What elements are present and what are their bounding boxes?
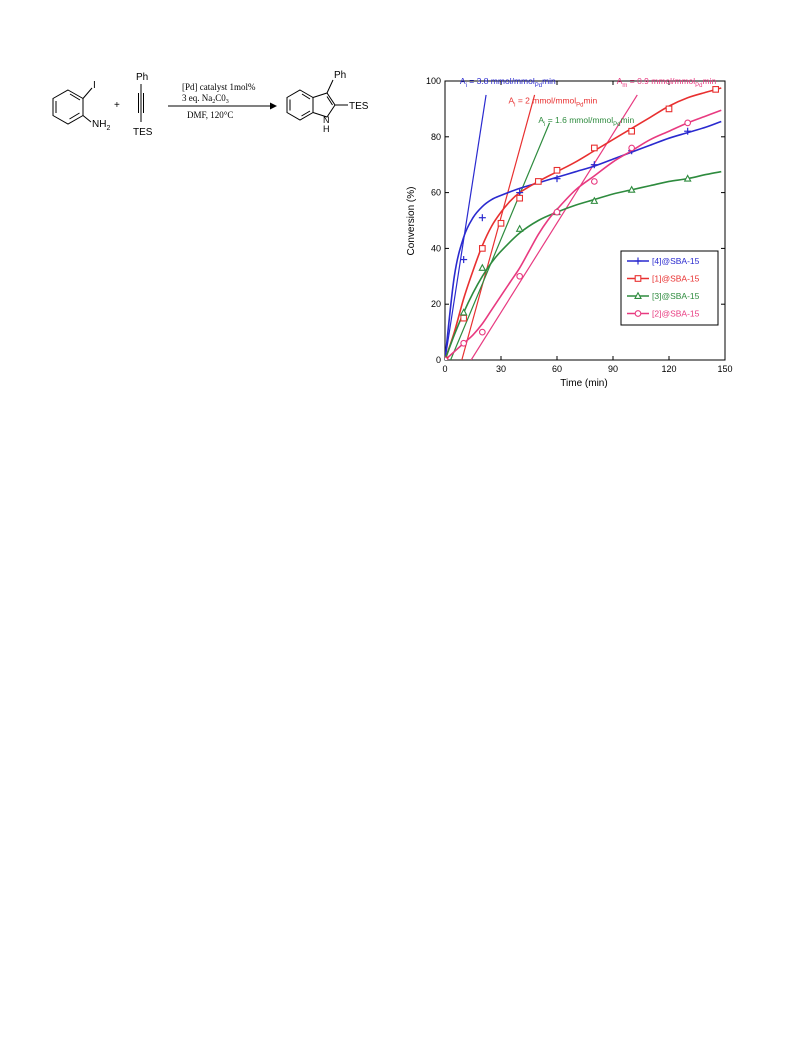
data-point-2-6: [627, 185, 636, 193]
data-point-2-3: [515, 224, 524, 232]
plot-area: [445, 86, 722, 360]
product-ph-label: Ph: [334, 70, 346, 81]
legend-marker-1: [634, 275, 642, 282]
data-point-2-1: [459, 308, 468, 316]
x-tick-label: 120: [661, 364, 676, 374]
condition-solvent: DMF, 120°C: [187, 110, 233, 120]
alkyne-triple-bond: [138, 84, 144, 122]
data-point-3-3: [516, 272, 524, 280]
data-point-1-5: [534, 178, 542, 185]
data-point-1-9: [665, 105, 673, 113]
data-point-1-1: [460, 314, 468, 322]
legend-marker-3: [634, 310, 642, 317]
legend-label-0: [4]@SBA-15: [652, 256, 700, 266]
data-point-0-7: [684, 127, 692, 135]
annotation-0: Ai = 3.8 mmol/mmolPdmin: [460, 76, 556, 89]
data-point-3-2: [478, 328, 486, 336]
data-point-2-2: [478, 263, 487, 271]
legend-label-3: [2]@SBA-15: [652, 309, 700, 319]
data-point-2-7: [683, 174, 692, 182]
data-point-2-5: [590, 196, 599, 204]
plot-frame: [444, 80, 726, 361]
data-point-1-10: [712, 86, 720, 93]
x-tick-label: 150: [717, 364, 732, 374]
y-tick-label: 40: [431, 243, 441, 253]
x-tick-label: 30: [496, 364, 506, 374]
legend: [4]@SBA-15 [1]@SBA-15 [3]@SBA-15 [2]@SBA-15: [620, 250, 719, 326]
y-tick-label: 80: [431, 132, 441, 142]
amine-label: NH2: [92, 119, 110, 132]
alkyne-tes-label: TES: [133, 127, 153, 138]
data-point-0-5: [590, 161, 598, 169]
tangent-line-2: [450, 122, 551, 360]
y-tick-label: 20: [431, 299, 441, 309]
x-tick-label: 60: [552, 364, 562, 374]
reaction-scheme: I NH2 + Ph TES [Pd] catalyst 1mol% 3 eq.…: [52, 70, 369, 138]
reactant-iodoaniline: [52, 87, 93, 125]
annotation-3: Am = 0.9 mmol/mmolPdmin: [617, 76, 717, 89]
product-indole: [286, 79, 348, 121]
tangent-line-1: [461, 94, 536, 360]
data-point-0-2: [478, 214, 486, 222]
y-axis-label: Conversion (%): [406, 187, 417, 256]
series-line-3: [445, 109, 722, 360]
reaction-arrowhead: [270, 102, 277, 110]
data-point-3-4: [553, 208, 561, 216]
y-tick-label: 100: [426, 76, 441, 86]
data-point-3-1: [460, 339, 468, 347]
product-nh-label: N: [323, 115, 330, 125]
data-point-1-7: [590, 144, 598, 152]
annotation-2: Ai = 1.6 mmol/mmolPdmin: [538, 115, 634, 128]
data-point-1-4: [516, 194, 524, 202]
legend-marker-2: [634, 291, 642, 299]
data-point-0-1: [460, 256, 468, 264]
condition-catalyst: [Pd] catalyst 1mol%: [182, 82, 256, 92]
data-point-3-6: [628, 144, 636, 152]
alkyne-ph-label: Ph: [136, 72, 148, 83]
legend-marker-0: [634, 257, 642, 265]
condition-base: 3 eq. Na2C03: [182, 93, 229, 105]
data-point-1-6: [553, 166, 561, 174]
data-point-0-4: [553, 175, 561, 183]
data-point-1-8: [628, 127, 636, 135]
tangent-line-3: [470, 94, 638, 360]
plus-sign: +: [114, 100, 120, 111]
x-tick-label: 90: [608, 364, 618, 374]
data-point-3-5: [590, 178, 598, 185]
data-point-3-7: [684, 119, 692, 127]
product-h-label: H: [323, 124, 330, 134]
tangent-line-0: [445, 94, 487, 360]
annotation-1: Ai = 2 mmol/mmolPdmin: [508, 95, 597, 108]
product-tes-label: TES: [349, 101, 369, 112]
data-point-1-2: [478, 245, 486, 252]
data-point-3-0: [445, 356, 449, 360]
conversion-chart: Conversion (%) Time (min) 0 30 60 90 120 150 0…: [406, 76, 733, 389]
legend-label-2: [3]@SBA-15: [652, 291, 700, 301]
legend-label-1: [1]@SBA-15: [652, 274, 700, 284]
data-point-1-3: [497, 219, 505, 227]
y-tick-label: 60: [431, 188, 441, 198]
x-axis-label: Time (min): [560, 378, 607, 389]
x-tick-label: 0: [442, 364, 447, 374]
iodo-label: I: [93, 80, 96, 91]
y-tick-label: 0: [436, 355, 441, 365]
